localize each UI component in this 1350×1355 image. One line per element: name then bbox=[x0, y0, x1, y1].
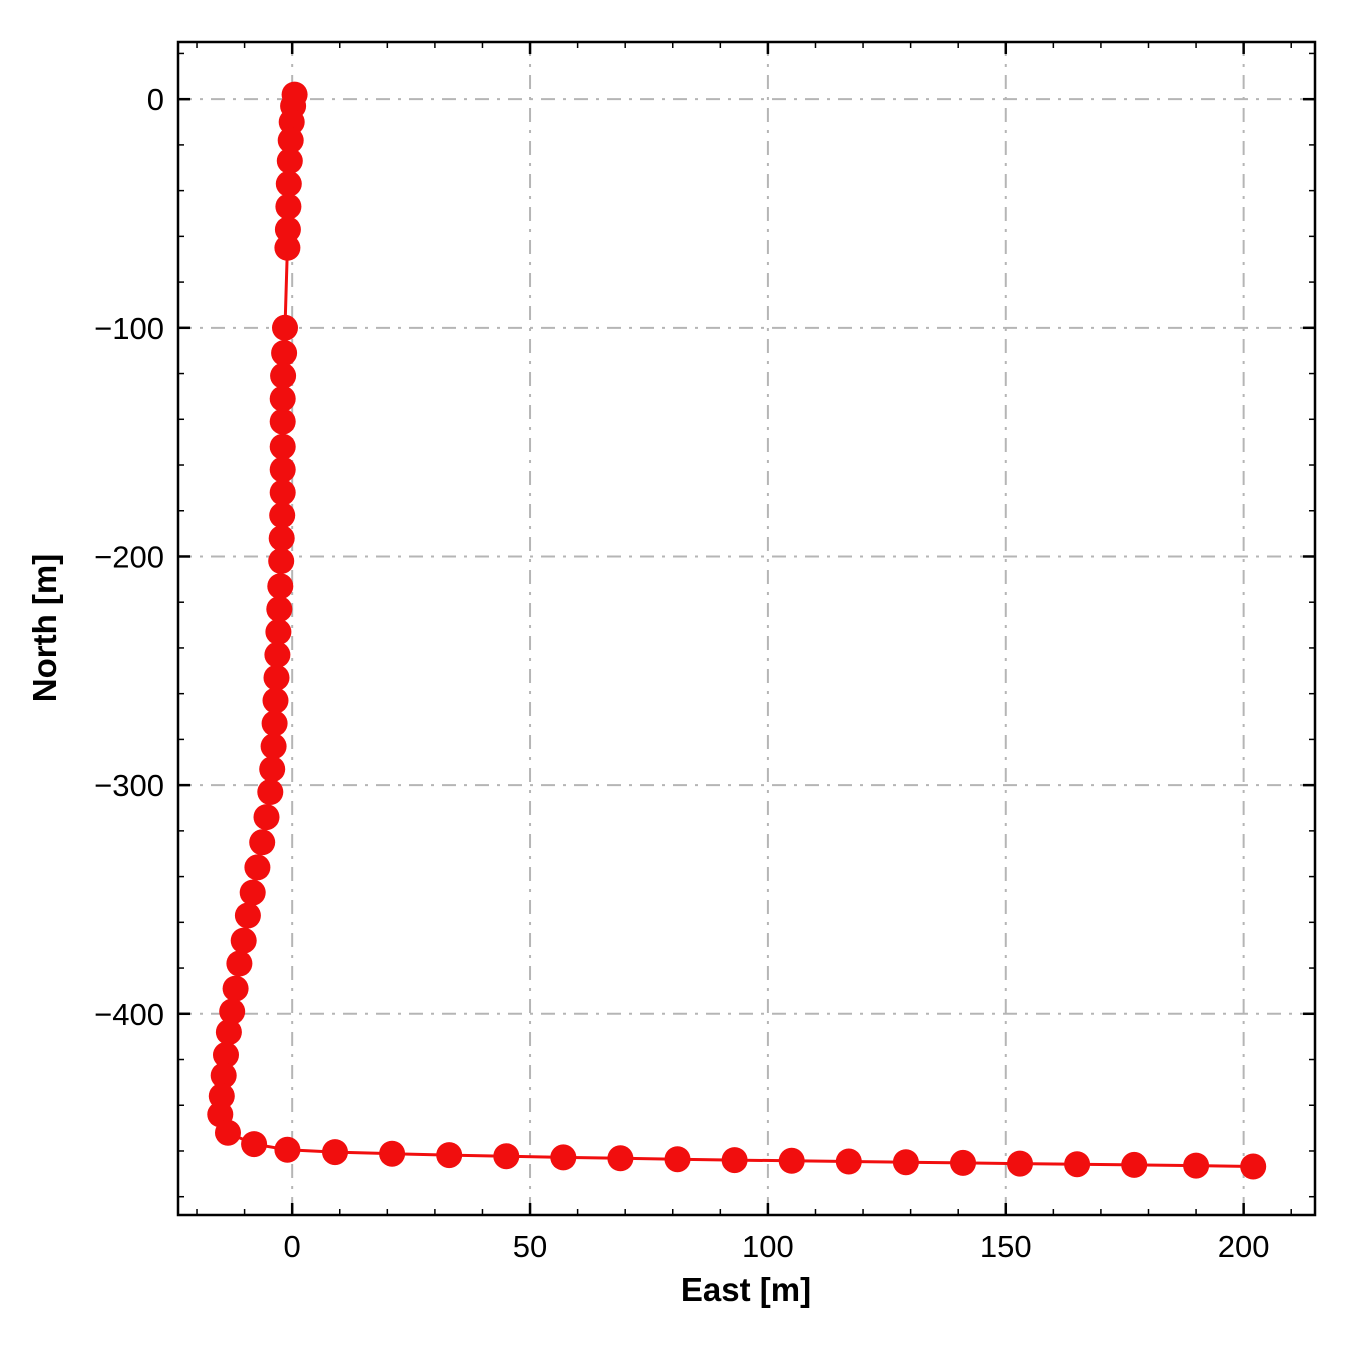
data-point-marker bbox=[1183, 1152, 1210, 1179]
grid-layer bbox=[178, 42, 1315, 1215]
tick-layer bbox=[178, 42, 1315, 1215]
data-point-marker bbox=[213, 1041, 239, 1068]
plot-frame bbox=[176, 40, 1317, 1217]
data-point-marker bbox=[259, 756, 286, 783]
data-point-marker bbox=[260, 733, 287, 760]
y-axis-label: North [m] bbox=[26, 554, 63, 702]
data-point-marker bbox=[264, 641, 291, 668]
x-tick-label: 50 bbox=[513, 1229, 547, 1264]
data-point-marker bbox=[215, 1019, 242, 1046]
data-point-marker bbox=[272, 314, 298, 341]
data-point-marker bbox=[222, 975, 249, 1002]
data-point-marker bbox=[269, 433, 296, 460]
data-point-marker bbox=[241, 1131, 268, 1158]
data-point-marker bbox=[210, 1062, 237, 1089]
data-point-marker bbox=[230, 927, 257, 954]
tick-label-layer: 0 50 100 150 200 0 −100 −200 −300 −400 bbox=[94, 82, 1269, 1264]
data-point-marker bbox=[1007, 1150, 1033, 1177]
data-point-marker bbox=[493, 1143, 520, 1170]
data-point-marker bbox=[268, 548, 295, 574]
x-tick-label: 200 bbox=[1218, 1229, 1270, 1264]
data-point-marker bbox=[253, 804, 280, 831]
data-point-marker bbox=[274, 234, 301, 261]
data-point-marker bbox=[950, 1149, 976, 1176]
trajectory-line bbox=[218, 94, 1254, 1168]
data-point-marker bbox=[275, 193, 302, 220]
data-point-marker bbox=[278, 109, 305, 135]
data-point-marker bbox=[778, 1147, 805, 1174]
data-point-marker bbox=[262, 687, 289, 714]
data-point-marker bbox=[249, 829, 276, 856]
data-point-marker bbox=[379, 1140, 406, 1167]
data-point-marker bbox=[261, 710, 288, 737]
data-point-marker bbox=[244, 854, 271, 881]
data-point-marker bbox=[265, 618, 292, 645]
data-point-marker bbox=[215, 1119, 241, 1146]
data-point-marker bbox=[234, 902, 261, 929]
data-point-marker bbox=[274, 1136, 301, 1163]
data-point-marker bbox=[274, 216, 301, 243]
data-point-marker bbox=[269, 502, 296, 529]
data-point-marker bbox=[239, 879, 266, 906]
data-point-marker bbox=[268, 525, 295, 552]
data-point-marker bbox=[607, 1145, 634, 1172]
data-point-marker bbox=[219, 998, 246, 1025]
data-point-marker bbox=[269, 479, 296, 506]
y-tick-label: 0 bbox=[147, 82, 164, 117]
data-point-marker bbox=[550, 1144, 577, 1171]
data-point-marker bbox=[721, 1147, 748, 1174]
data-point-marker bbox=[1064, 1151, 1091, 1178]
data-point-marker bbox=[263, 664, 290, 691]
data-point-marker bbox=[892, 1149, 919, 1176]
data-point-marker bbox=[270, 362, 297, 389]
x-tick-label: 0 bbox=[284, 1229, 301, 1264]
y-tick-label: −100 bbox=[94, 311, 164, 346]
data-point-marker bbox=[271, 340, 298, 366]
data-point-marker bbox=[275, 170, 302, 197]
data-point-marker bbox=[269, 385, 296, 412]
data-point-marker bbox=[269, 408, 296, 435]
data-point-marker bbox=[436, 1142, 463, 1169]
data-point-marker bbox=[226, 950, 253, 977]
data-point-marker bbox=[266, 596, 293, 623]
data-point-marker bbox=[1121, 1151, 1148, 1178]
data-point-marker bbox=[835, 1148, 862, 1175]
x-tick-label: 150 bbox=[980, 1229, 1032, 1264]
y-tick-label: −300 bbox=[94, 768, 164, 803]
y-tick-label: −400 bbox=[94, 997, 164, 1032]
data-point-marker bbox=[277, 127, 304, 154]
series-layer bbox=[207, 81, 1267, 1180]
x-axis-label: East [m] bbox=[681, 1271, 811, 1308]
data-point-marker bbox=[269, 456, 296, 483]
data-point-marker bbox=[276, 147, 303, 174]
data-point-marker bbox=[664, 1146, 691, 1173]
data-point-marker bbox=[257, 779, 284, 805]
x-tick-label: 100 bbox=[742, 1229, 794, 1264]
y-tick-label: −200 bbox=[94, 539, 164, 574]
plot-border bbox=[176, 40, 1317, 1217]
data-point-marker bbox=[322, 1139, 348, 1166]
data-point-marker bbox=[267, 573, 294, 600]
data-point-marker bbox=[1240, 1153, 1267, 1180]
